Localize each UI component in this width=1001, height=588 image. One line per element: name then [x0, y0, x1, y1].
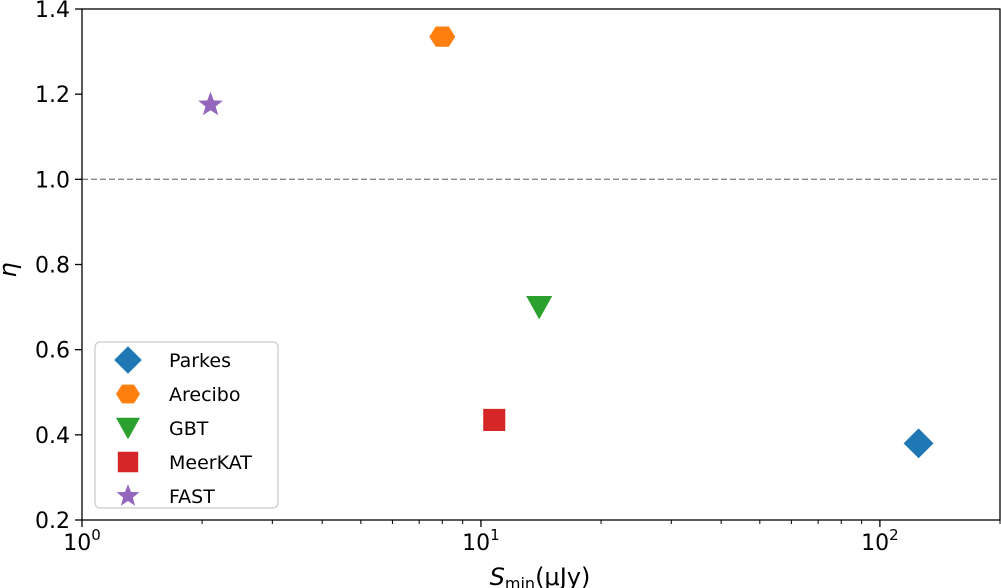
data-point-meerkat	[483, 408, 506, 431]
y-tick-label: 1.4	[35, 0, 70, 23]
x-axis-label: Smin(μJy)	[490, 563, 591, 588]
data-point-gbt	[526, 296, 553, 320]
y-axis-label: η	[0, 262, 22, 277]
legend-label-meerkat: MeerKAT	[169, 452, 252, 474]
legend-label-arecibo: Arecibo	[169, 384, 241, 406]
data-point-parkes	[903, 428, 934, 459]
x-tick-label: 101	[462, 526, 500, 556]
y-tick-label: 1.0	[35, 168, 70, 193]
legend-marker-parkes	[114, 346, 142, 374]
legend-marker-fast	[116, 484, 140, 506]
data-point-arecibo	[429, 26, 456, 47]
x-axis-label-sub: min	[505, 574, 535, 588]
x-tick-label: 102	[861, 526, 899, 556]
y-tick-label: 1.2	[35, 83, 70, 108]
data-point-fast	[198, 91, 223, 116]
legend-label-fast: FAST	[169, 486, 215, 508]
legend-marker-arecibo	[116, 384, 140, 404]
legend: Parkes Arecibo GBT MeerKAT FAST	[94, 341, 279, 509]
y-tick-label: 0.2	[35, 509, 70, 534]
y-tick-label: 0.4	[35, 424, 70, 449]
x-axis-label-main: S	[490, 563, 505, 588]
legend-label-parkes: Parkes	[169, 350, 231, 372]
legend-box	[94, 341, 279, 509]
x-axis-label-unit: (μJy)	[535, 563, 590, 588]
y-tick-label: 0.6	[35, 339, 70, 364]
legend-marker-gbt	[116, 417, 140, 440]
legend-marker-meerkat	[117, 451, 139, 473]
plot-area: 0.2 0.4 0.6 0.8 1.0 1.2 1.4 100 101 102	[35, 0, 1001, 556]
x-tick-label: 100	[63, 526, 101, 556]
y-tick-label: 0.8	[35, 254, 70, 279]
legend-label-gbt: GBT	[169, 418, 209, 440]
